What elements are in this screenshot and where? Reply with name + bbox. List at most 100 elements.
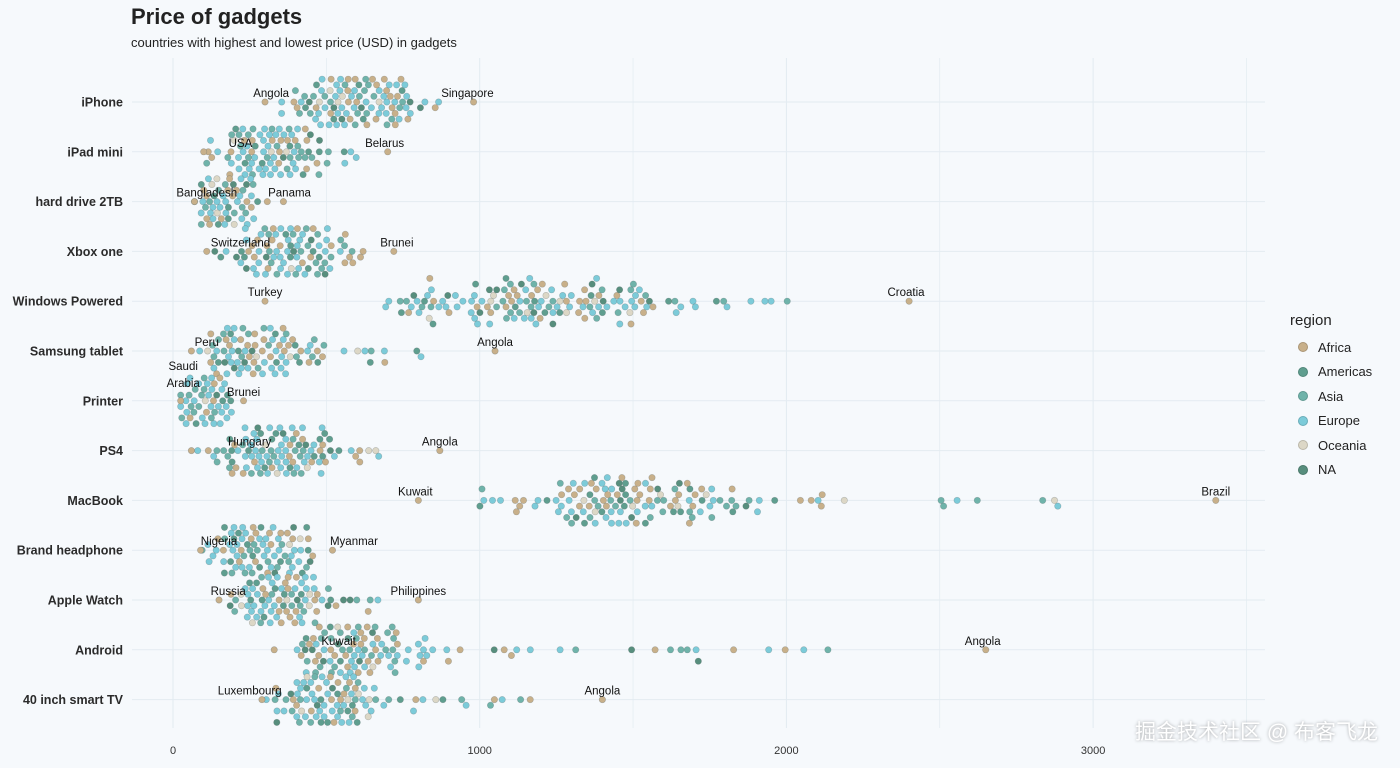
data-point xyxy=(730,646,738,654)
data-point xyxy=(230,364,238,372)
data-point xyxy=(364,81,372,89)
data-point xyxy=(288,424,296,432)
data-point xyxy=(204,540,212,548)
data-point xyxy=(240,397,248,405)
data-point xyxy=(285,452,293,460)
data-point xyxy=(247,203,255,211)
data-point xyxy=(296,602,304,610)
data-point xyxy=(272,684,280,692)
data-point xyxy=(309,552,317,560)
data-point xyxy=(512,508,520,516)
data-point xyxy=(221,220,229,228)
data-point xyxy=(273,613,281,621)
data-point xyxy=(220,330,228,338)
data-point xyxy=(244,341,252,349)
data-point xyxy=(295,558,303,566)
data-point xyxy=(281,552,289,560)
data-point xyxy=(293,253,301,261)
data-point xyxy=(753,508,761,516)
data-point xyxy=(326,435,334,443)
data-point xyxy=(685,519,693,527)
data-point xyxy=(507,309,515,317)
data-point xyxy=(587,479,595,487)
data-point xyxy=(206,198,214,206)
annotation-label: USA xyxy=(229,138,253,150)
data-point xyxy=(346,596,354,604)
data-point xyxy=(350,104,358,112)
data-point xyxy=(273,270,281,278)
data-point xyxy=(241,159,249,167)
data-point xyxy=(242,435,250,443)
data-point xyxy=(478,485,486,493)
data-point xyxy=(595,291,603,299)
data-point xyxy=(423,291,431,299)
data-point xyxy=(241,225,249,233)
data-point xyxy=(350,651,358,659)
data-point xyxy=(427,286,435,294)
data-point xyxy=(320,701,328,709)
data-point xyxy=(818,491,826,499)
data-point xyxy=(513,646,521,654)
data-point xyxy=(528,291,536,299)
data-point xyxy=(263,452,271,460)
data-point xyxy=(683,479,691,487)
data-point xyxy=(445,309,453,317)
data-point xyxy=(219,397,227,405)
data-point xyxy=(328,707,336,715)
data-point xyxy=(556,297,564,305)
data-point xyxy=(317,634,325,642)
data-point xyxy=(213,458,221,466)
data-point xyxy=(648,474,656,482)
data-point xyxy=(423,651,431,659)
data-point xyxy=(265,529,273,537)
data-point xyxy=(545,303,553,311)
data-point xyxy=(396,696,404,704)
annotation-label: Saudi xyxy=(168,361,197,373)
data-point xyxy=(244,131,252,139)
data-point xyxy=(371,623,379,631)
data-point xyxy=(226,540,234,548)
y-tick-label: Printer xyxy=(83,394,123,408)
data-point xyxy=(303,464,311,472)
data-point xyxy=(218,408,226,416)
data-point xyxy=(265,247,273,255)
data-point xyxy=(698,485,706,493)
data-point xyxy=(234,447,242,455)
data-point xyxy=(586,491,594,499)
data-point xyxy=(307,678,315,686)
data-point xyxy=(511,496,519,504)
data-point xyxy=(217,253,225,261)
data-point xyxy=(344,707,352,715)
data-point xyxy=(254,464,262,472)
data-point xyxy=(253,546,261,554)
data-point xyxy=(301,596,309,604)
data-point xyxy=(537,297,545,305)
data-point xyxy=(226,435,234,443)
data-point xyxy=(183,408,191,416)
data-point xyxy=(532,320,540,328)
data-point xyxy=(237,590,245,598)
annotation-label: Russia xyxy=(211,586,247,598)
data-point xyxy=(267,148,275,156)
data-point xyxy=(319,657,327,665)
data-point xyxy=(249,125,257,133)
data-point xyxy=(289,435,297,443)
data-point xyxy=(399,98,407,106)
data-point xyxy=(814,496,822,504)
data-point xyxy=(303,136,311,144)
data-point xyxy=(333,701,341,709)
data-point xyxy=(190,408,198,416)
data-point xyxy=(301,125,309,133)
data-point xyxy=(346,253,354,261)
data-point xyxy=(347,92,355,100)
data-point xyxy=(289,159,297,167)
annotation-label: Singapore xyxy=(441,88,493,100)
data-point xyxy=(246,579,254,587)
data-point xyxy=(296,684,304,692)
data-point xyxy=(728,496,736,504)
data-point xyxy=(213,209,221,217)
data-point xyxy=(502,303,510,311)
data-point xyxy=(298,707,306,715)
data-point xyxy=(244,154,252,162)
data-point xyxy=(553,303,561,311)
